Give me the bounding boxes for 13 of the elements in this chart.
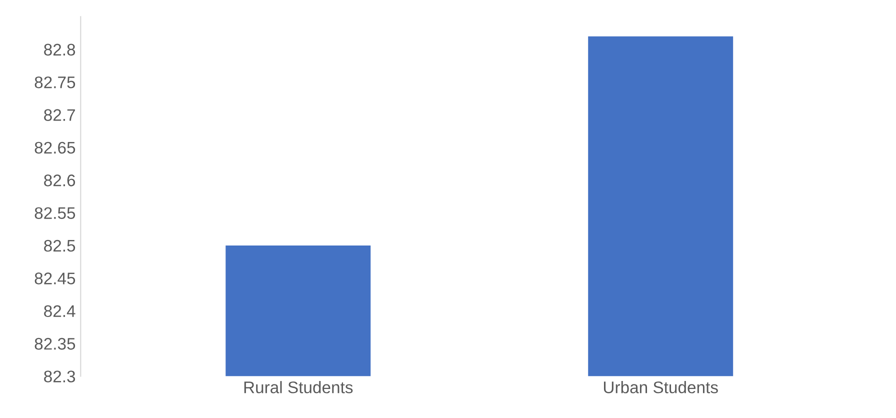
y-tick-label: 82.7 bbox=[44, 109, 75, 121]
y-tick-label: 82.4 bbox=[44, 305, 76, 318]
y-tick-label: 82.8 bbox=[44, 44, 76, 56]
y-tick-label: 82.55 bbox=[34, 207, 76, 220]
x-tick-label: Urban Students bbox=[604, 381, 718, 394]
y-tick-label: 82.3 bbox=[44, 370, 76, 382]
x-tick-label: Rural Students bbox=[244, 381, 353, 394]
y-tick-label: 82.65 bbox=[34, 142, 76, 154]
y-tick-label: 82.35 bbox=[34, 338, 76, 350]
y-tick-label: 82.5 bbox=[44, 240, 76, 252]
y-tick-label: 82.6 bbox=[44, 174, 76, 186]
y-tick-label: 82.75 bbox=[34, 76, 76, 88]
y-tick-label: 82.45 bbox=[34, 272, 76, 284]
